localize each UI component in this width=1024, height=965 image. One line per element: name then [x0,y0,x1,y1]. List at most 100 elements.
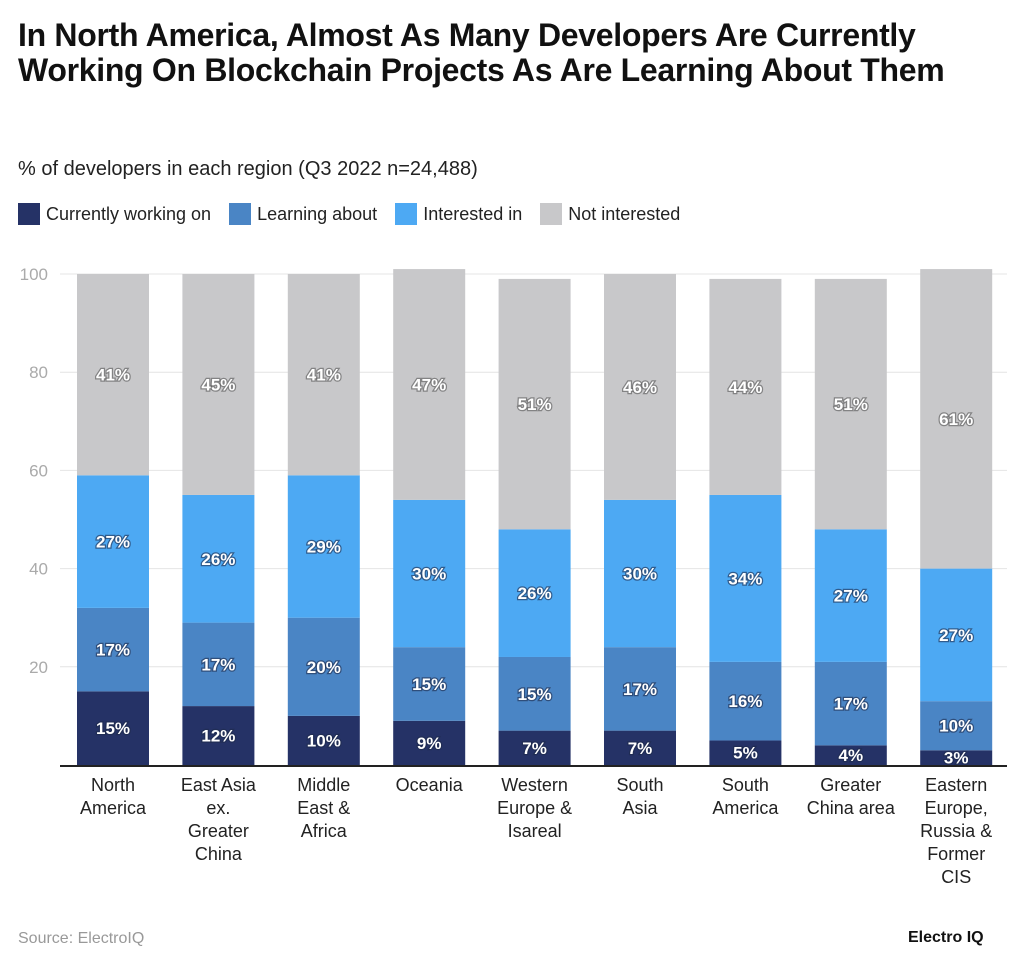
bar-segment [287,617,360,716]
data-label: 47% [412,375,446,394]
bar-segment [709,494,782,662]
bar-segment [920,269,993,569]
legend-swatch [229,203,252,225]
data-label: 5% [733,744,758,763]
data-label: 3% [944,749,969,768]
x-tick-label: Greater [820,775,881,795]
bar-segment [709,740,782,765]
data-label: 27% [96,533,130,552]
bar-segment [814,529,887,662]
data-label: 10% [307,731,341,750]
y-tick-label: 100 [20,265,48,284]
legend-label: Currently working on [46,203,212,224]
data-label: 9% [417,734,442,753]
x-tick-label: Europe & [497,798,572,818]
x-tick-label: East & [297,798,350,818]
y-tick-label: 40 [29,560,48,579]
data-label: 41% [307,366,341,385]
data-label: 10% [939,717,973,736]
data-label: 27% [939,626,973,645]
chart-title: In North America, Almost As Many Develop… [18,17,945,88]
bar-segment [604,274,676,500]
legend-swatch [395,203,418,225]
bar-segment [182,706,255,765]
y-tick-label: 60 [29,461,48,480]
logo: Electro IQ [908,929,984,946]
bar-segment [920,568,993,702]
bar-segment [287,715,360,765]
bar-segment [393,647,466,721]
x-tick-label: Former [927,844,985,864]
x-tick-label: China area [807,798,896,818]
bar-segment [287,274,360,476]
bar-segment [77,691,149,765]
data-label: 12% [201,727,235,746]
x-tick-label: North [91,775,135,795]
bar-segment [814,661,887,746]
bar-segment [920,750,993,765]
data-label: 51% [834,395,868,414]
data-label: 16% [728,692,762,711]
data-label: 27% [834,587,868,606]
legend-swatch [540,203,563,225]
legend-item: Learning about [229,203,377,225]
chart-subtitle: % of developers in each region (Q3 2022 … [18,158,478,180]
bar-segment [77,274,149,476]
bar-segment [393,720,466,765]
bar-segment [393,499,466,648]
data-label: 30% [412,565,446,584]
data-label: 34% [728,569,762,588]
bar-segment [182,494,255,623]
data-label: 20% [307,658,341,677]
x-tick-label: South [616,775,663,795]
x-tick-label: East Asia [181,775,257,795]
data-label: 26% [518,584,552,603]
x-tick-label: Isareal [508,821,562,841]
y-tick-label: 80 [29,363,48,382]
data-label: 7% [522,739,547,758]
bar-segment [604,499,676,648]
x-tick-label: Russia & [920,821,992,841]
data-label: 17% [623,680,657,699]
x-tick-label: Africa [301,821,348,841]
data-label: 45% [201,375,235,394]
bar-segment [77,607,149,692]
data-label: 17% [96,641,130,660]
bar-segment [182,274,255,495]
legend: Currently working on Learning about Intere… [18,203,680,225]
bar-segment [604,647,676,731]
legend-label: Not interested [568,203,681,224]
data-label: 17% [201,655,235,674]
x-tick-label: Western [501,775,568,795]
bar-segment [287,475,360,618]
x-tick-label: Greater [188,821,249,841]
x-tick-label: America [712,798,779,818]
legend-item: Not interested [540,203,680,225]
legend-item: Interested in [395,203,522,225]
data-label: 15% [412,675,446,694]
bar-segment [498,730,571,765]
bar-segment [709,661,782,741]
x-tick-label: Eastern [925,775,987,795]
data-label: 44% [728,378,762,397]
y-tick-label: 20 [29,658,48,677]
data-label: 46% [623,378,657,397]
bar-segment [393,269,466,500]
x-tick-label: Middle [297,775,350,795]
bar-segment [920,701,993,751]
x-tick-label: Oceania [396,775,464,795]
data-label: 29% [307,538,341,557]
data-label: 61% [939,410,973,429]
data-label: 51% [518,395,552,414]
bar-segment [498,656,571,731]
data-label: 15% [518,685,552,704]
x-tick-label: South [722,775,769,795]
bar-segment [498,529,571,657]
data-label: 17% [834,695,868,714]
x-tick-label: Asia [622,798,658,818]
data-label: 41% [96,366,130,385]
x-tick-label: China [195,844,243,864]
data-label: 26% [201,550,235,569]
